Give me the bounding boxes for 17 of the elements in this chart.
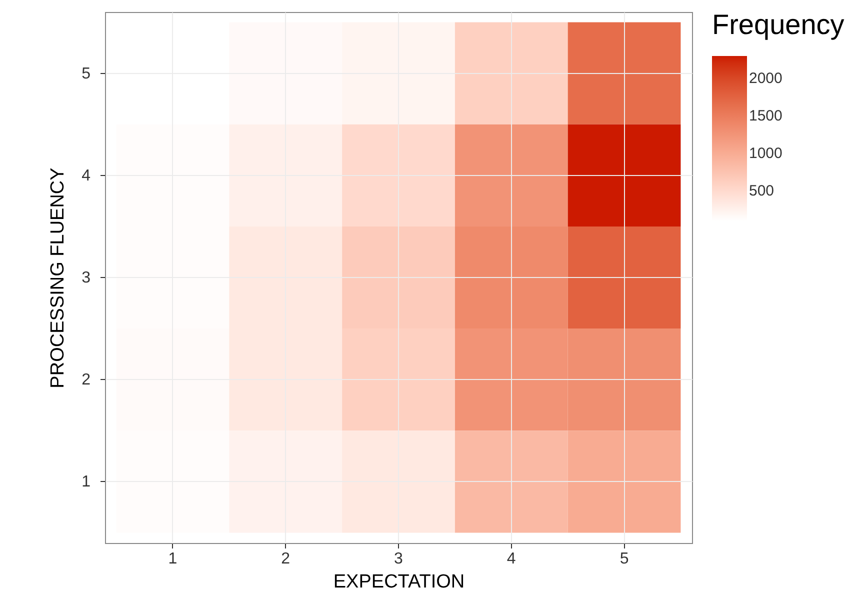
y-tick-label: 2 [82,372,91,389]
x-tick-label: 2 [281,550,290,568]
y-tick-label: 3 [82,270,91,286]
color-bar-label: 500 [749,182,774,200]
color-bar-label: 2000 [749,70,782,87]
y-tick-label: 1 [82,474,91,491]
x-tick-label: 4 [506,550,516,568]
y-axis-title: PROCESSING FLUENCY [48,167,69,388]
y-tick-label: 4 [82,167,91,184]
x-tick-label: 3 [394,550,404,568]
color-bar-title: Frequency [712,9,844,40]
x-tick-label: 5 [620,550,629,568]
color-bar-label: 1500 [749,107,782,124]
y-tick-label: 5 [82,65,91,82]
x-axis-title: EXPECTATION [333,572,465,592]
color-bar-label: 1000 [749,144,782,162]
x-tick-label: 1 [168,550,178,568]
